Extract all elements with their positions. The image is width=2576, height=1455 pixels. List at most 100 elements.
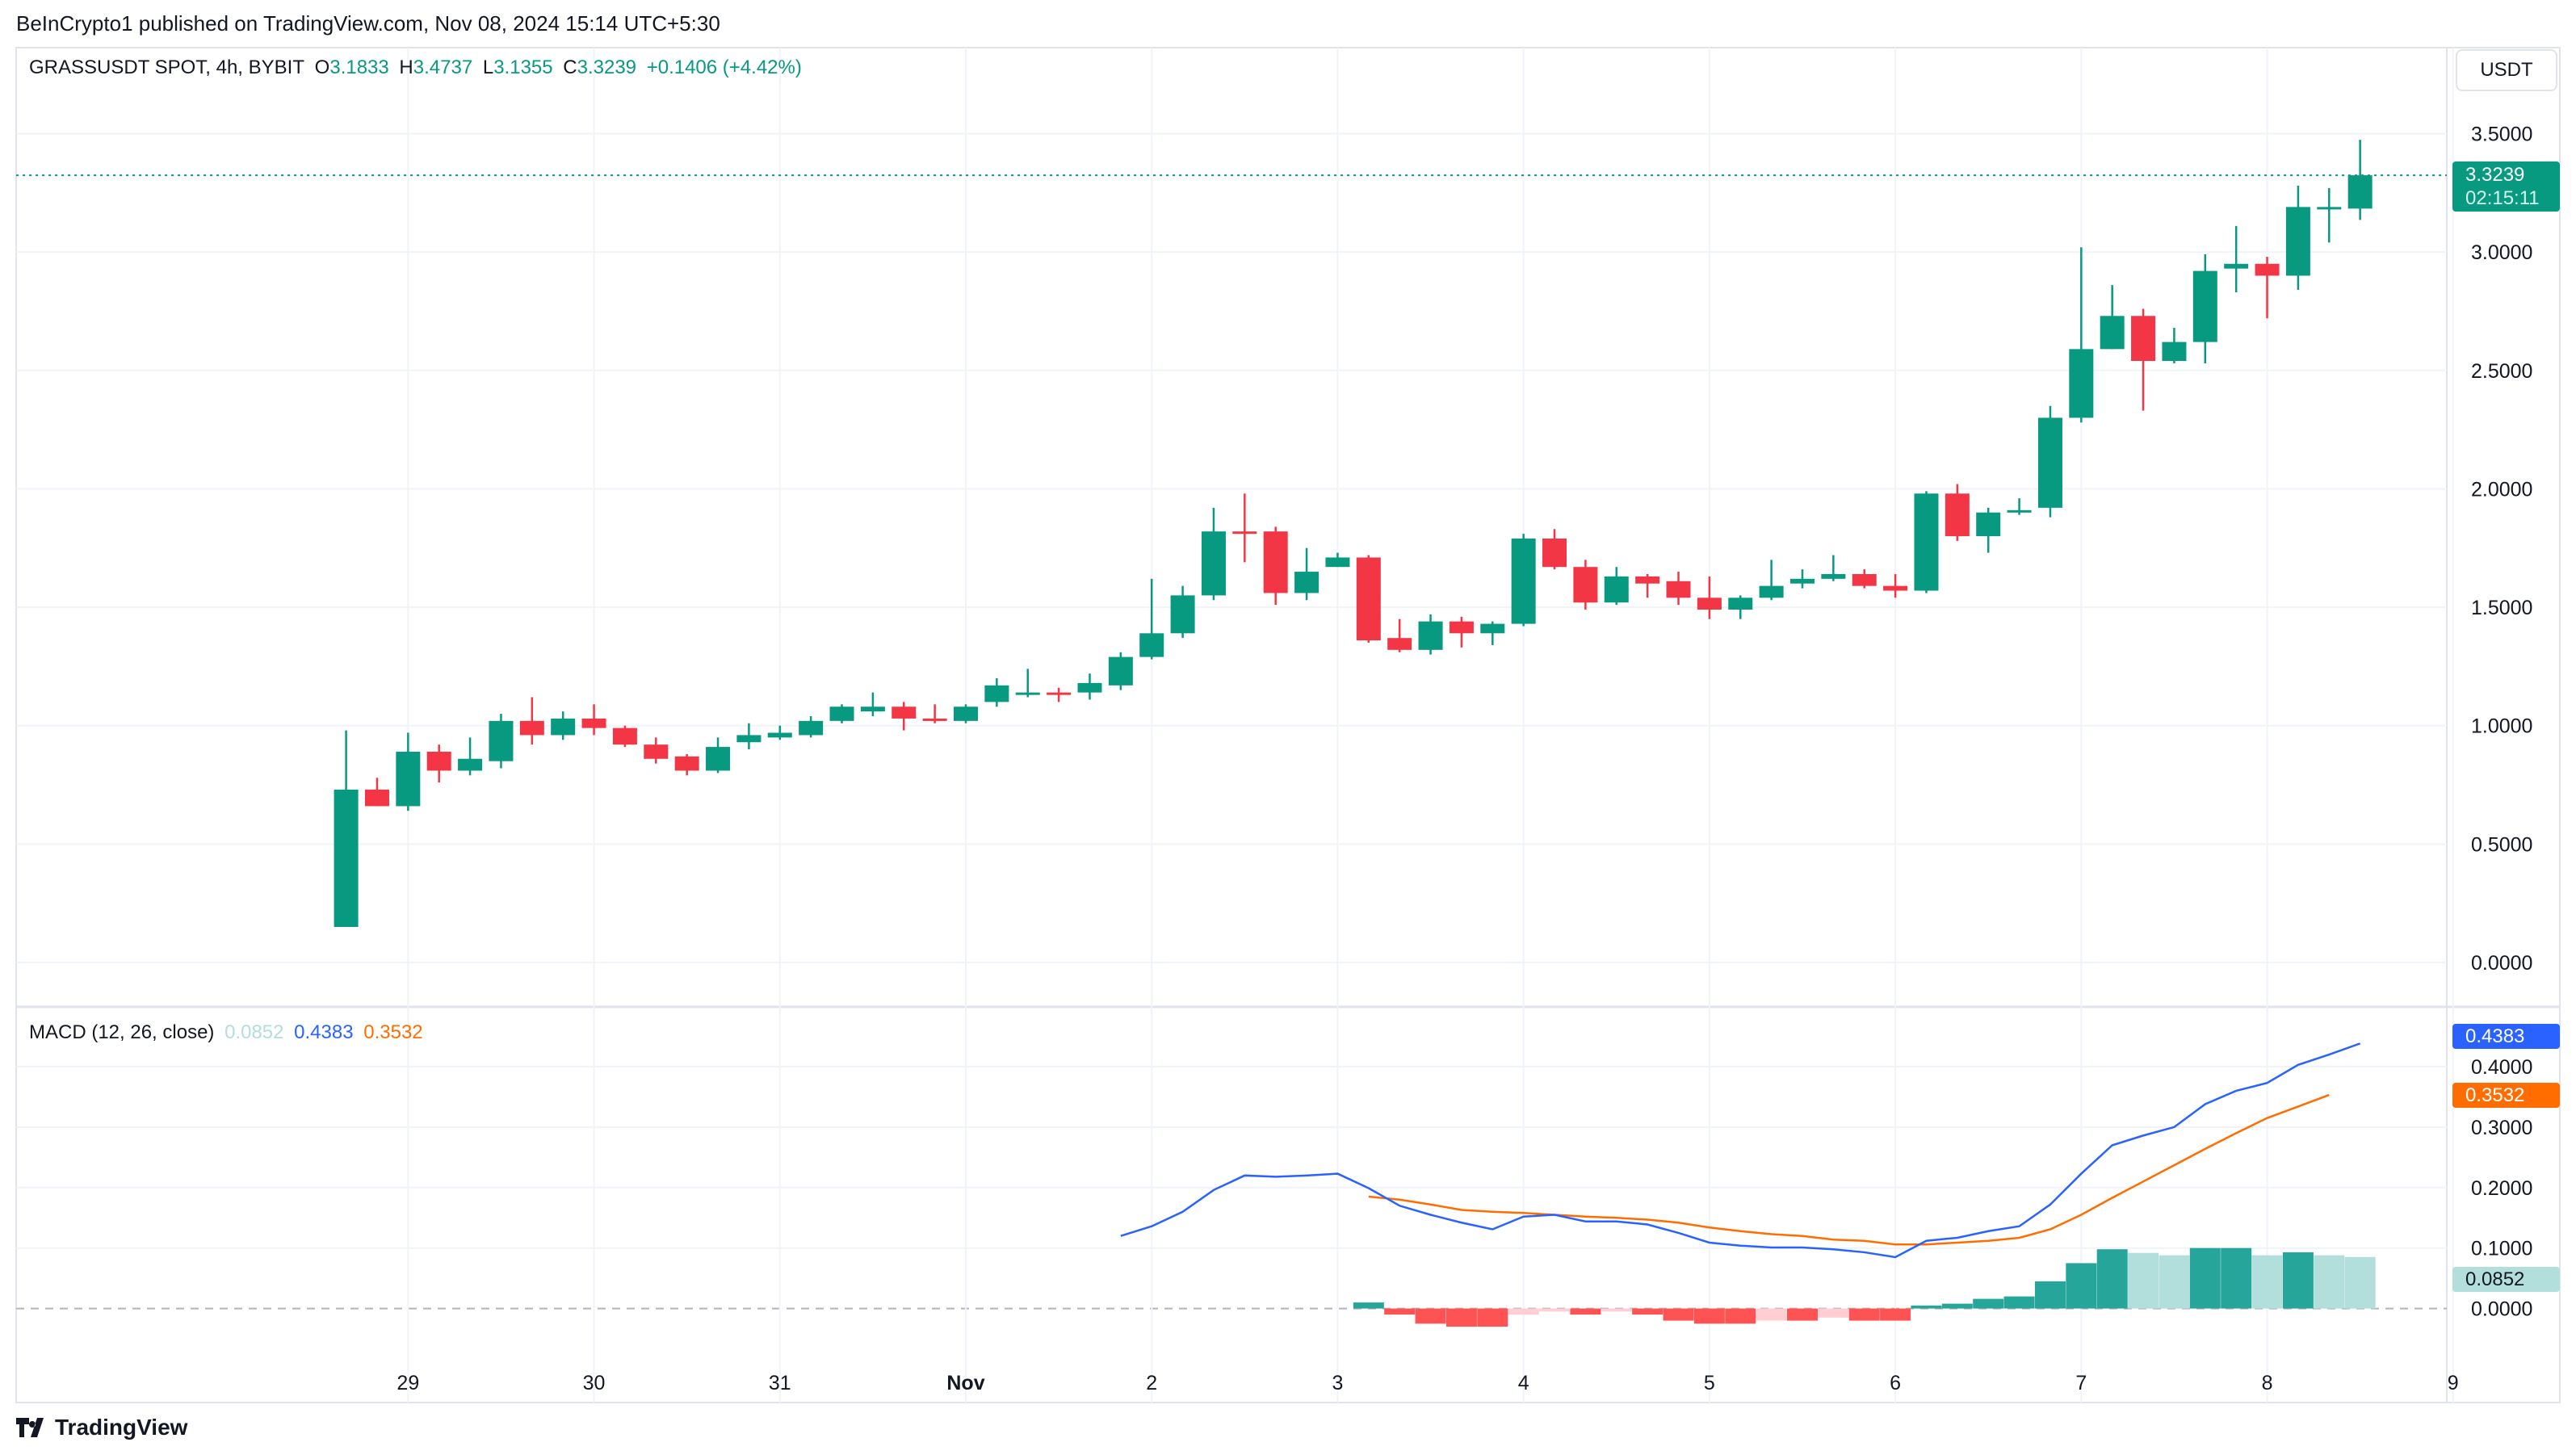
price-tick-label: 0.0000 (2471, 952, 2532, 975)
candle-body-down (922, 718, 947, 721)
macd-hist-value: 0.0852 (224, 1021, 284, 1043)
candle-body-up (2285, 207, 2310, 276)
tradingview-logo[interactable]: TradingView (16, 1415, 187, 1440)
open-label: O (314, 57, 330, 78)
grid (15, 47, 2561, 1403)
price-tick-label: 1.0000 (2471, 715, 2532, 738)
macd-line-value: 0.4383 (294, 1021, 354, 1043)
candle-body-up (736, 735, 761, 743)
candle-body-down (1852, 573, 1877, 586)
candle-body-down (1945, 493, 1970, 537)
candle-body-up (2100, 316, 2125, 350)
macd-histogram-bar (2066, 1263, 2097, 1309)
candle-body-down (1573, 567, 1598, 603)
candle-body-down (1263, 531, 1288, 593)
macd-histogram-bar (1477, 1308, 1508, 1327)
candle-body-down (1387, 638, 1412, 650)
candles (334, 140, 2373, 928)
candle-body-up (706, 747, 731, 771)
candle-body-down (426, 751, 451, 771)
macd-title[interactable]: MACD (12, 26, close) (29, 1021, 215, 1043)
published-caption: BeInCrypto1 published on TradingView.com… (16, 11, 720, 36)
candle-body-up (2162, 342, 2187, 362)
axes: 0.0000 0.5000 1.0000 1.5000 2.0000 2.5000 3.00… (396, 123, 2532, 1394)
candle-body-up (1077, 682, 1102, 693)
signal-line (1368, 1093, 2330, 1246)
candle-body-up (1201, 531, 1226, 596)
macd-histogram-bar (1818, 1308, 1849, 1318)
macd-histogram-bar (1693, 1308, 1725, 1324)
candle-body-up (1821, 573, 1846, 579)
candle-body-up (1976, 512, 2001, 537)
macd-histogram-bar (1570, 1308, 1601, 1315)
candle-body-down (519, 720, 544, 736)
candle-body-up (1604, 576, 1629, 603)
candle-body-up (767, 732, 792, 738)
open-value: 3.1833 (329, 57, 389, 78)
candle-body-down (674, 756, 699, 771)
macd-histogram-bar (1445, 1308, 1477, 1327)
close-label: C (563, 57, 577, 78)
macd-histogram-bar (1601, 1308, 1632, 1312)
candle-body-up (1789, 578, 1815, 584)
price-tick-label: 2.5000 (2471, 360, 2532, 383)
price-tick-label: 2.0000 (2471, 478, 2532, 501)
macd-histogram-bar (1415, 1308, 1446, 1324)
price-tick-label: 3.0000 (2471, 241, 2532, 264)
time-tick-label: 4 (1518, 1372, 1529, 1394)
macd-pane (1120, 1042, 2376, 1327)
candle-body-up (2347, 175, 2373, 209)
last-price-tag: 3.3239 02:15:11 (2452, 161, 2560, 212)
price-tick-label: 0.5000 (2471, 833, 2532, 856)
currency-button[interactable]: USDT (2456, 49, 2557, 91)
time-tick-label: 6 (1890, 1372, 1901, 1394)
macd-histogram-bar (1756, 1308, 1787, 1321)
candle-body-up (2224, 263, 2249, 269)
candle-body-up (1015, 692, 1040, 695)
time-tick-label: 31 (769, 1372, 791, 1394)
candle-body-up (489, 720, 514, 761)
candle-body-down (364, 789, 389, 807)
candle-body-down (1449, 621, 1474, 634)
candle-body-down (644, 744, 669, 759)
time-tick-label: 2 (1146, 1372, 1157, 1394)
macd-histogram-bar (2221, 1247, 2252, 1309)
macd-histogram-bar (1880, 1308, 1911, 1321)
change-value: +0.1406 (+4.42%) (646, 57, 802, 78)
macd-histogram-bar (1663, 1308, 1694, 1321)
candle-body-up (1511, 538, 1536, 624)
macd-value-tag: 0.4383 (2452, 1024, 2560, 1049)
candle-body-down (1635, 576, 1660, 584)
candle-body-down (581, 718, 606, 728)
candle-body-up (2069, 349, 2094, 418)
macd-histogram-bar (1911, 1305, 1942, 1309)
candle-body-up (1418, 621, 1443, 650)
macd-histogram-bar (1725, 1308, 1756, 1324)
high-label: H (399, 57, 413, 78)
candle-body-up (829, 707, 854, 721)
signal-value-tag: 0.3532 (2452, 1083, 2560, 1108)
price-tick-label: 1.5000 (2471, 597, 2532, 619)
macd-histogram-bar (1539, 1308, 1571, 1312)
macd-histogram-bar (2096, 1249, 2128, 1309)
candle-body-up (1914, 493, 1939, 591)
macd-legend: MACD (12, 26, close) 0.0852 0.4383 0.353… (29, 1021, 423, 1044)
macd-histogram-bar (2314, 1255, 2345, 1309)
high-value: 3.4737 (413, 57, 473, 78)
candle-body-up (1170, 595, 1195, 634)
time-tick-label: 8 (2262, 1372, 2273, 1394)
candle-body-up (1108, 656, 1133, 686)
candle-body-up (1728, 598, 1753, 610)
time-tick-label: 29 (396, 1372, 419, 1394)
macd-tick-label: 0.2000 (2471, 1177, 2532, 1200)
candle-body-down (612, 728, 637, 745)
macd-histogram-bar (2344, 1256, 2376, 1309)
macd-histogram-bar (2128, 1252, 2159, 1309)
time-tick-label: 3 (1332, 1372, 1343, 1394)
candle-body-up (860, 707, 885, 712)
candle-body-down (1666, 581, 1691, 598)
symbol-title[interactable]: GRASSUSDT SPOT, 4h, BYBIT (29, 57, 304, 78)
candle-body-down (1542, 538, 1567, 568)
candle-body-down (1697, 598, 1722, 610)
